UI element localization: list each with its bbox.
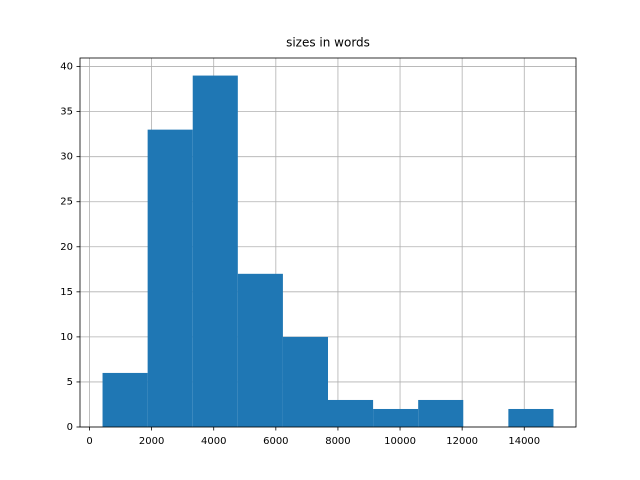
y-tick-label: 30: [60, 152, 73, 163]
y-tick-label: 35: [60, 107, 73, 118]
x-tick-label: 12000: [446, 436, 478, 447]
x-tick-label: 0: [86, 436, 92, 447]
bar: [418, 399, 464, 427]
y-tick-label: 5: [67, 377, 73, 388]
plot-frame: [79, 57, 577, 428]
bar: [508, 408, 554, 427]
y-tick-label: 10: [60, 332, 73, 343]
bar: [147, 129, 193, 427]
y-tick-label: 0: [67, 422, 73, 433]
x-tick-label: 6000: [263, 436, 288, 447]
y-tick-label: 15: [60, 287, 73, 298]
x-tick-label: 4000: [201, 436, 226, 447]
bar: [192, 75, 238, 428]
chart-title: sizes in words: [286, 36, 370, 50]
bar: [373, 408, 419, 427]
bar: [237, 273, 283, 427]
y-tick-label: 25: [60, 197, 73, 208]
x-tick-label: 14000: [508, 436, 540, 447]
y-tick-label: 20: [60, 242, 73, 253]
x-tick-label: 2000: [139, 436, 164, 447]
x-tick-label: 10000: [384, 436, 416, 447]
bar: [328, 399, 374, 427]
bar: [102, 372, 148, 427]
x-tick-label: 8000: [325, 436, 350, 447]
bar: [282, 336, 328, 427]
y-tick-label: 40: [60, 62, 73, 73]
